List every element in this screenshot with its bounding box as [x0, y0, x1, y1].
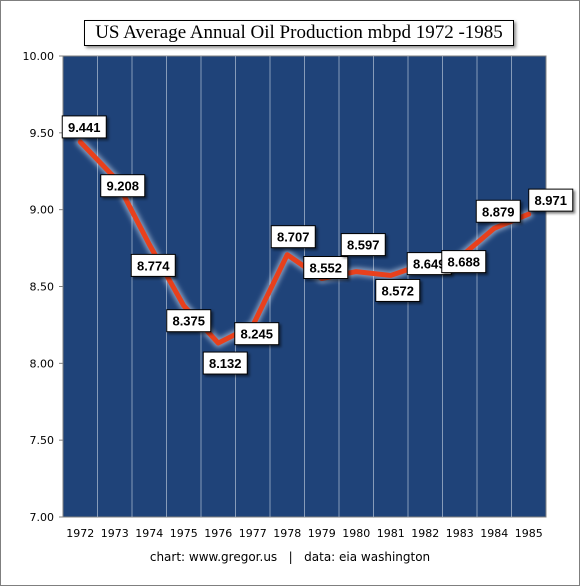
- data-label-box: [375, 278, 421, 302]
- x-tick-label: 1979: [308, 527, 336, 540]
- x-tick-label: 1981: [377, 527, 405, 540]
- data-label-text: 8.132: [209, 356, 242, 371]
- data-label: 8.132: [202, 351, 248, 375]
- data-labels: 9.441 9.208 8.774 8.375 8.132 8.245 8.707 8.552…: [61, 115, 574, 375]
- data-label: 8.375: [166, 309, 212, 333]
- data-label-box: [130, 253, 176, 277]
- y-tick-label: 8.50: [30, 281, 55, 294]
- data-label: 8.597: [340, 233, 386, 257]
- x-tick-label: 1975: [170, 527, 198, 540]
- data-label-text: 9.441: [68, 120, 101, 135]
- data-label-text: 8.879: [482, 204, 515, 219]
- y-axis: 7.00 7.50 8.00 8.50 9.00 9.50 10.00: [23, 50, 63, 524]
- data-label-text: 8.572: [381, 283, 414, 298]
- data-label-box: [100, 174, 146, 198]
- chart-title: US Average Annual Oil Production mbpd 19…: [84, 20, 514, 46]
- x-tick-label: 1983: [446, 527, 474, 540]
- data-label-text: 8.552: [309, 261, 342, 276]
- data-label: 8.245: [234, 322, 280, 346]
- y-tick-label: 8.00: [30, 357, 55, 370]
- data-label-box: [340, 233, 386, 257]
- data-label-text: 8.375: [172, 314, 205, 329]
- data-label: 9.208: [100, 174, 146, 198]
- y-tick-label: 7.00: [30, 511, 55, 524]
- data-label: 8.774: [130, 253, 176, 277]
- footer-separator: |: [288, 550, 293, 564]
- data-label-box: [441, 250, 487, 274]
- footer-chart-source: chart: www.gregor.us: [149, 550, 278, 564]
- data-label-text: 8.774: [137, 258, 170, 273]
- data-label-box: [528, 188, 574, 212]
- data-label-text: 8.971: [534, 193, 567, 208]
- x-tick-label: 1978: [273, 527, 301, 540]
- data-label-text: 9.208: [106, 179, 139, 194]
- x-tick-label: 1980: [342, 527, 370, 540]
- x-tick-label: 1985: [515, 527, 543, 540]
- data-label: 9.441: [61, 115, 107, 139]
- data-label-box: [475, 199, 521, 223]
- x-tick-label: 1977: [239, 527, 267, 540]
- x-axis: 1972 1973 1974 1975 1976 1977 1978 1979 1980 1981…: [66, 527, 543, 540]
- data-label-box: [303, 256, 349, 280]
- data-label-box: [202, 351, 248, 375]
- y-tick-label: 9.00: [30, 204, 55, 217]
- x-tick-label: 1972: [66, 527, 94, 540]
- x-tick-label: 1976: [204, 527, 232, 540]
- y-tick-label: 10.00: [23, 50, 55, 63]
- x-tick-label: 1974: [135, 527, 163, 540]
- x-tick-label: 1973: [101, 527, 129, 540]
- data-label: 8.572: [375, 278, 421, 302]
- y-tick-label: 9.50: [30, 127, 55, 140]
- chart-footer: chart: www.gregor.us | data: eia washing…: [0, 550, 580, 564]
- x-tick-label: 1982: [411, 527, 439, 540]
- data-label: 8.688: [441, 250, 487, 274]
- data-label: 8.552: [303, 256, 349, 280]
- data-label-box: [166, 309, 212, 333]
- data-label-text: 8.649: [413, 257, 446, 272]
- data-label-text: 8.245: [240, 327, 273, 342]
- data-label: 8.971: [528, 188, 574, 212]
- data-label-box: [270, 225, 316, 249]
- footer-data-source: data: eia washington: [304, 550, 431, 564]
- data-label-text: 8.597: [347, 238, 380, 253]
- x-tick-label: 1984: [480, 527, 508, 540]
- data-label-box: [234, 322, 280, 346]
- data-label-box: [61, 115, 107, 139]
- y-tick-label: 7.50: [30, 434, 55, 447]
- data-label: 8.879: [475, 199, 521, 223]
- data-label: 8.707: [270, 225, 316, 249]
- data-label-text: 8.688: [447, 255, 480, 270]
- data-label-text: 8.707: [277, 230, 310, 245]
- data-label: 8.649: [406, 252, 452, 276]
